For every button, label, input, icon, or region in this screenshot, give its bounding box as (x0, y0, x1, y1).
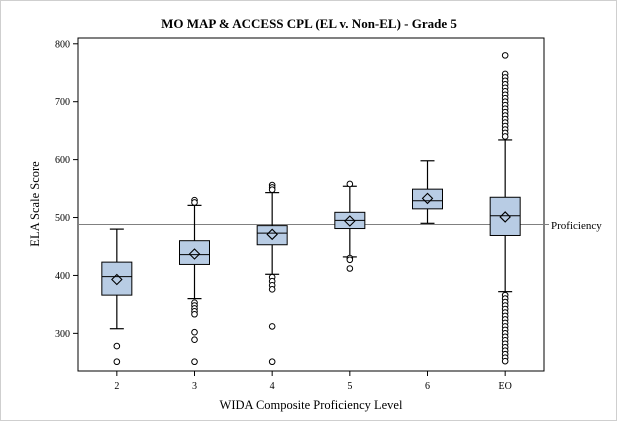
y-tick-label: 300 (55, 329, 70, 340)
outlier-point (113, 342, 121, 350)
x-tick-label: 6 (425, 381, 430, 392)
outlier-point (191, 328, 198, 336)
x-tick-label: 2 (114, 381, 119, 392)
box-group-6 (412, 160, 443, 224)
box-group-4 (256, 181, 288, 366)
y-tick-label: 700 (55, 97, 70, 108)
outlier-point (268, 323, 276, 330)
mean-marker (111, 273, 123, 286)
outlier-point (346, 180, 354, 188)
outlier-point (268, 286, 276, 293)
iqr-box (101, 261, 133, 296)
box-group-EO (489, 52, 521, 365)
mean-marker (188, 248, 201, 260)
iqr-box (179, 240, 210, 265)
chart-title: MO MAP & ACCESS CPL (EL v. Non-EL) - Gra… (161, 16, 457, 31)
x-tick-label: 3 (192, 381, 197, 392)
y-tick-label: 600 (55, 155, 70, 166)
y-tick-label: 500 (55, 213, 70, 224)
mean-marker (344, 215, 356, 227)
outlier-point (113, 358, 121, 366)
y-tick-label: 400 (55, 271, 70, 282)
outlier-point (191, 199, 198, 206)
box-group-3 (179, 196, 210, 366)
outlier-point (268, 358, 276, 366)
outlier-point (501, 357, 509, 365)
x-tick-label: EO (498, 381, 511, 392)
outlier-point (346, 265, 354, 272)
mean-marker (421, 192, 434, 205)
reference-line-label: Proficiency (551, 220, 602, 232)
outlier-point (346, 256, 354, 264)
outlier-point (191, 310, 198, 318)
mean-marker (266, 228, 278, 241)
x-axis-label: WIDA Composite Proficiency Level (220, 398, 403, 412)
x-tick-label: 5 (347, 381, 352, 392)
y-axis-label: ELA Scale Score (28, 161, 42, 247)
outlier-point (268, 186, 276, 194)
y-tick-label: 800 (55, 39, 70, 50)
mean-marker (499, 211, 511, 223)
box-group-2 (101, 228, 133, 366)
outlier-point (191, 358, 198, 366)
iqr-box (256, 225, 288, 246)
box-group-5 (334, 180, 366, 272)
outlier-point (191, 336, 198, 344)
outlier-point (501, 133, 509, 140)
iqr-box (489, 196, 521, 236)
x-tick-label: 4 (270, 381, 275, 392)
outlier-point (501, 52, 509, 59)
plot-area (77, 37, 545, 372)
iqr-box (412, 188, 443, 210)
